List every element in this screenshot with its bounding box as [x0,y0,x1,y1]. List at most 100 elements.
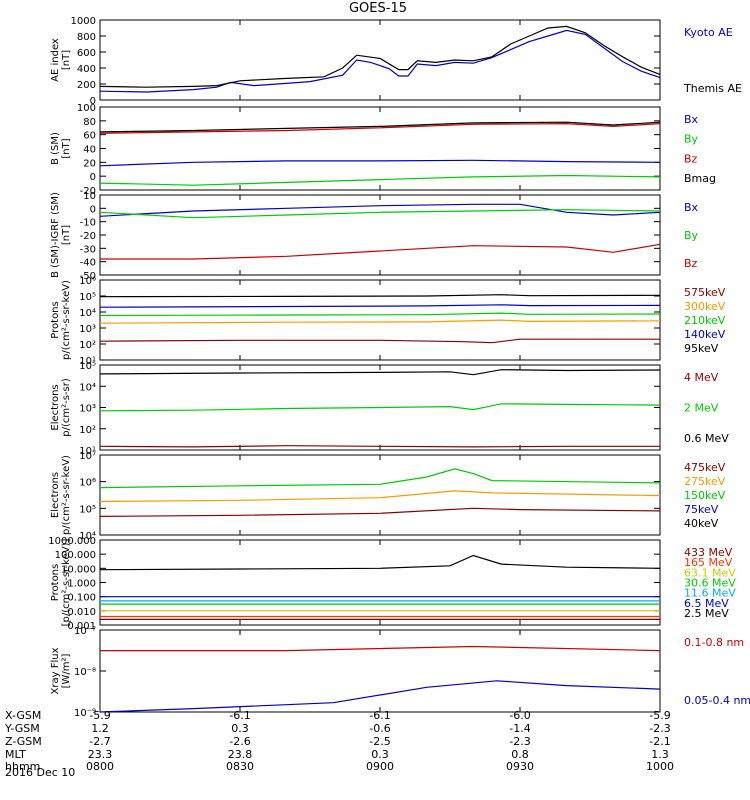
y-tick-label: 400 [77,64,96,75]
series-line [99,121,661,133]
y-tick-label: 10¹ [79,356,96,367]
panel-5: 10¹ 10² 10³ 10⁴ 10⁵ Electronsp/(cm²-s-sr) 4 Me… [50,361,729,457]
legend-entry: 275keV [684,475,726,488]
y-tick-label: 10⁷ [79,451,96,462]
footer-value: -2.7 [89,735,110,748]
footer-value: -6.1 [229,709,250,722]
legend-entry: 140keV [684,328,726,341]
legend-entry: Bz [684,257,698,270]
y-tick-label: -40 [80,258,96,269]
footer-value: -2.3 [509,735,530,748]
y-tick-label: 10⁻⁸ [74,667,96,678]
legend-entry: By [684,229,699,242]
y-tick-label: 10² [79,340,96,351]
series-line [99,312,661,317]
footer-row-label: hhmm [5,760,40,773]
date-label: 2016 Dec 10 [5,766,75,779]
footer-value: -1.4 [509,722,530,735]
footer-value: 1000 [646,760,674,773]
y-axis-label-line: B (SM) [50,132,61,165]
panel-4: 10¹ 10² 10³ 10⁴ 10⁵ 10⁶ Protonsp/(cm²-s-sr-keV… [50,276,726,367]
series-line [99,122,661,134]
y-axis-label-line: Electrons [50,384,61,430]
y-axis-label-line: p/(cm²-s-sr) [61,378,72,437]
series-line [99,25,661,88]
y-tick-label: 1.000 [67,579,96,590]
series-line [99,209,661,219]
series-line [99,338,660,344]
y-tick-label: 0.100 [67,593,96,604]
legend-entry: 40keV [684,517,719,530]
legend-entry: Bz [684,152,698,165]
y-tick-label: 10¹ [79,446,96,457]
series-line [99,445,660,448]
legend-entry: 4 MeV [684,371,719,384]
y-axis-label-line: Xray Flux [50,647,61,694]
legend-entry: Themis AE [683,82,742,95]
footer-row-label: Y-GSM [4,722,40,735]
series-line [99,468,661,489]
y-axis-label-line: Electrons [50,472,61,518]
y-tick-label: 10 [83,191,96,202]
y-tick-label: 10⁵ [79,361,96,372]
y-axis-label: AE index[nT] [50,38,72,82]
orbit-footer: X-GSMY-GSMZ-GSMMLThhmm-5.91.2-2.723.3080… [4,709,674,773]
y-tick-label: 0.001 [67,621,96,632]
footer-value: -2.5 [369,735,390,748]
footer-value: 0930 [506,760,534,773]
legend-entry: 165 MeV [684,556,733,569]
y-tick-label: 100.000 [55,550,96,561]
series-line [100,243,661,260]
footer-value: -2.6 [229,735,250,748]
footer-value: 0800 [86,760,114,773]
series-line [99,490,661,503]
series-line [99,174,661,186]
footer-value: 0.3 [231,722,249,735]
panel-6: 10⁴ 10⁵ 10⁶ 10⁷ Electronsp/(cm²-s-sr-keV) 475… [50,451,726,542]
legend-entry: 2 MeV [684,402,719,415]
series-line [99,507,661,517]
legend-entry: 0.05-0.4 nm [684,694,750,707]
y-axis-label: Electronsp/(cm²-s-sr-keV) [50,455,72,535]
legend-entry: 575keV [684,286,726,299]
y-tick-label: -20 [80,186,96,197]
footer-value: -2.3 [649,722,670,735]
y-tick-label: 10² [79,425,96,436]
footer-value: 0.3 [371,748,389,761]
footer-value: 0830 [226,760,254,773]
y-axis-label-line: p/(cm²-s-sr-keV) [61,280,72,360]
panel-2: -20 0 20 40 60 80 100 B (SM)[nT] Bx By Bz Bmag [50,103,716,197]
legend-entry: Bx [684,201,699,214]
legend-entry: 433 MeV [684,546,733,559]
legend-entry: 2.5 MeV [684,607,729,620]
y-tick-label: 10⁻⁷ [74,626,96,637]
y-axis-label: Xray Flux[W/m²] [50,647,72,694]
y-tick-label: -30 [80,244,96,255]
footer-value: 23.8 [228,748,253,761]
legend-entry: 11.6 MeV [684,587,736,600]
y-tick-label: 1000 [71,16,96,27]
y-tick-label: 800 [77,32,96,43]
legend-entry: 63.1 MeV [684,566,736,579]
y-tick-label: 10⁻⁹ [74,708,96,719]
legend-entry: Bmag [684,172,716,185]
y-axis-label: Protons[p/(cm²-s-sr-keV)] [50,539,72,627]
series-line [99,319,661,324]
y-tick-label: 1000.000 [48,536,96,547]
y-axis-label-line: Protons [50,564,61,601]
footer-value: 0900 [366,760,394,773]
legend-entry: Kyoto AE [684,26,733,39]
series-line [99,680,661,713]
y-tick-label: 600 [77,48,96,59]
y-tick-label: -10 [80,218,96,229]
panel-3: -50 -40 -30 -20 -10 0 10 B (SM)-IGRF (SM)[nT] Bx… [50,191,699,282]
footer-value: 1.3 [651,748,669,761]
y-axis-label: Protonsp/(cm²-s-sr-keV) [50,280,72,360]
y-tick-label: -50 [80,271,96,282]
legend-entry: 95keV [684,342,719,355]
panel-frame [99,539,661,626]
legend-entry: 0.6 MeV [684,432,729,445]
y-tick-label: 20 [83,158,96,169]
legend-entry: 150keV [684,489,726,502]
